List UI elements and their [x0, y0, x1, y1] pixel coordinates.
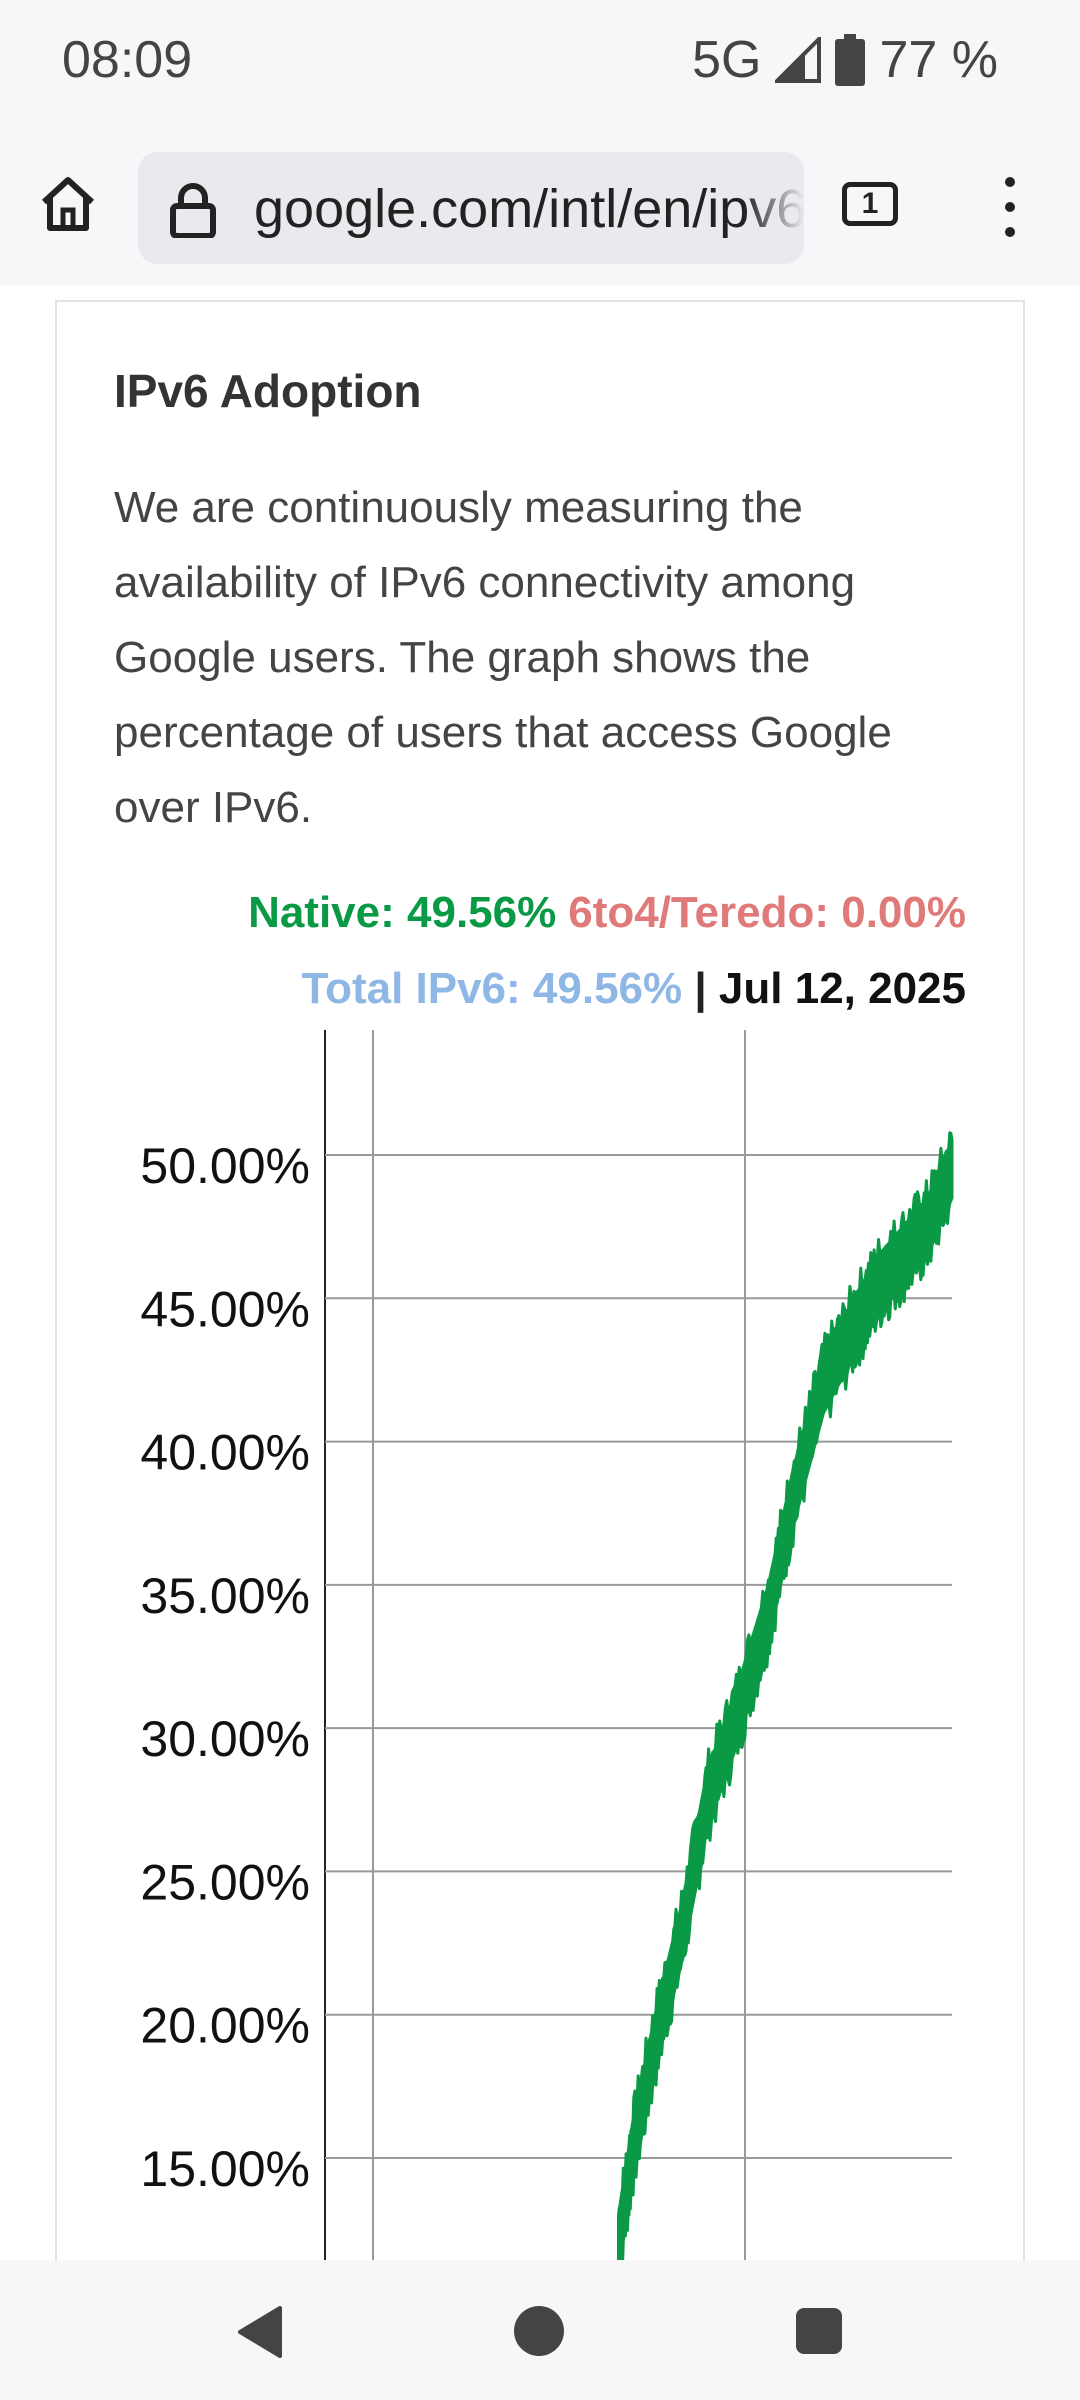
- home-circle-icon[interactable]: [514, 2306, 564, 2356]
- card-title: IPv6 Adoption: [114, 365, 422, 417]
- url-text[interactable]: google.com/intl/en/ipv6/statistics.html: [254, 179, 804, 239]
- legend-native: Native: 49.56%: [248, 888, 557, 937]
- legend-separator: |: [694, 964, 707, 1013]
- lock-icon[interactable]: [168, 182, 218, 238]
- card-description: We are continuously measuring the availa…: [114, 483, 892, 832]
- legend-row-2: Total IPv6: 49.56% | Jul 12, 2025: [301, 964, 966, 1014]
- legend-total: Total IPv6: 49.56%: [301, 964, 683, 1013]
- network-label: 5G: [692, 31, 762, 89]
- browser-toolbar: google.com/intl/en/ipv6/statistics.html …: [0, 130, 1080, 286]
- more-vert-icon[interactable]: [990, 172, 1030, 242]
- battery-percent: 77 %: [879, 31, 998, 89]
- system-nav-bar: [0, 2260, 1080, 2400]
- back-icon[interactable]: [236, 2306, 282, 2358]
- y-tick-label: 20.00%: [140, 1998, 310, 2054]
- native-series-area: [617, 1131, 954, 2260]
- address-bar[interactable]: google.com/intl/en/ipv6/statistics.html: [138, 152, 804, 264]
- y-tick-label: 15.00%: [140, 2141, 310, 2197]
- legend-teredo: 6to4/Teredo: 0.00%: [568, 888, 966, 937]
- status-indicators: 5G 77 %: [692, 30, 998, 90]
- status-bar: 08:09 5G 77 %: [0, 0, 1080, 130]
- signal-icon: [775, 37, 822, 83]
- battery-icon: [835, 34, 866, 86]
- y-tick-label: 50.00%: [140, 1138, 310, 1194]
- legend-date: Jul 12, 2025: [718, 964, 966, 1013]
- url-fade: [744, 152, 804, 264]
- tabs-button[interactable]: 1: [842, 182, 902, 230]
- y-tick-label: 35.00%: [140, 1568, 310, 1624]
- y-tick-label: 40.00%: [140, 1425, 310, 1481]
- status-time: 08:09: [62, 31, 193, 89]
- tab-count[interactable]: 1: [842, 182, 898, 226]
- y-tick-label: 30.00%: [140, 1711, 310, 1767]
- y-tick-label: 25.00%: [140, 1854, 310, 1910]
- home-icon[interactable]: [36, 172, 100, 236]
- y-tick-label: 45.00%: [140, 1281, 310, 1337]
- legend-row-1: Native: 49.56% 6to4/Teredo: 0.00%: [248, 888, 966, 938]
- recents-icon[interactable]: [796, 2308, 842, 2354]
- ipv6-adoption-chart[interactable]: 50.00% 45.00% 40.00% 35.00% 30.00% 25.00% 20.0…: [0, 1030, 1080, 2260]
